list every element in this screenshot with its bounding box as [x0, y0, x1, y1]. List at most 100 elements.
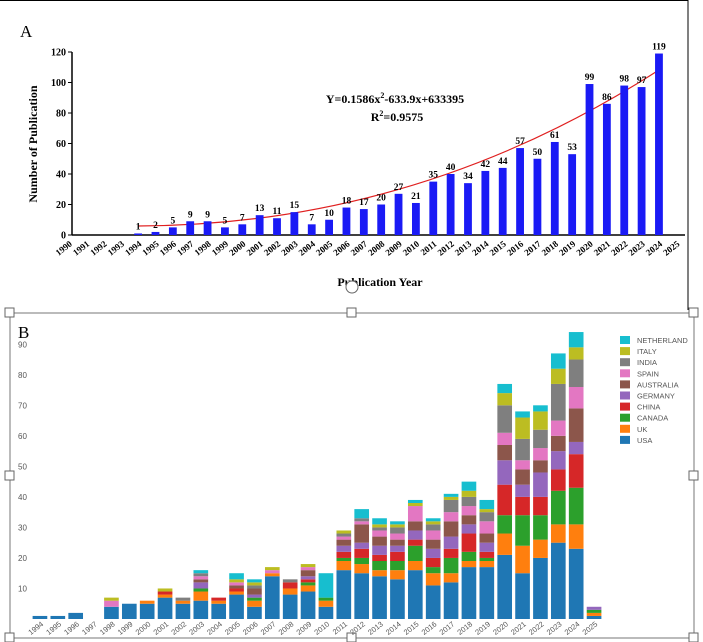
bar-segment: [104, 606, 119, 619]
bar-segment: [515, 496, 530, 516]
bar-segment: [193, 588, 209, 592]
bar-segment: [211, 600, 227, 604]
bar: [290, 212, 299, 235]
bar: [655, 53, 663, 236]
legend-label: NETHERLAND: [637, 336, 688, 345]
bar-segment: [336, 536, 352, 540]
value-label: 11: [273, 207, 282, 217]
legend-label: UK: [637, 425, 647, 434]
bar-segment: [264, 567, 280, 571]
bar-segment: [390, 527, 405, 534]
handle[interactable]: [4, 632, 15, 642]
bar: [342, 207, 351, 235]
bar-segment: [300, 585, 316, 592]
value-label: 20: [376, 194, 386, 204]
bar-segment: [479, 533, 495, 543]
value-label: 13: [255, 204, 265, 214]
legend-label: ITALY: [637, 347, 657, 356]
bar-segment: [247, 600, 262, 607]
bar-segment: [300, 582, 316, 586]
handle[interactable]: [4, 470, 15, 481]
bar-segment: [193, 579, 209, 583]
bar-segment: [479, 509, 495, 513]
bar-segment: [193, 582, 209, 589]
value-label: 35: [429, 171, 439, 181]
bar-segment: [568, 408, 584, 442]
bar-segment: [497, 405, 513, 433]
handle[interactable]: [4, 307, 15, 318]
bar-segment: [461, 496, 477, 507]
bar-segment: [193, 573, 209, 577]
value-label: 57: [515, 137, 525, 147]
x-tick-label: 1995: [140, 238, 161, 257]
x-tick-label: 2002: [262, 238, 283, 257]
bar-segment: [229, 582, 244, 586]
legend-label: CANADA: [637, 414, 668, 423]
x-tick-label: 2005: [314, 238, 335, 257]
bar-segment: [443, 512, 459, 522]
bar-segment: [443, 499, 459, 513]
bar-segment: [497, 533, 513, 555]
bar-segment: [533, 411, 548, 430]
bar-segment: [372, 527, 387, 531]
bar-segment: [175, 603, 191, 619]
bar-segment: [461, 567, 477, 619]
bar-segment: [515, 411, 530, 418]
value-label: 44: [498, 157, 508, 167]
bar: [168, 227, 177, 235]
bar-segment: [139, 603, 155, 619]
bar-segment: [157, 594, 173, 598]
value-label: 5: [223, 216, 228, 226]
bar-segment: [336, 570, 352, 619]
handle[interactable]: [346, 632, 357, 642]
r-squared: R2=0.9575: [371, 109, 424, 124]
bar-segment: [193, 591, 209, 601]
x-tick-label: 2022: [527, 619, 546, 636]
chart-a: A Number of Publication Publication Year…: [0, 0, 689, 310]
x-tick-label: 2011: [419, 238, 439, 257]
value-label: 34: [463, 172, 473, 182]
x-tick-label: 1991: [71, 238, 92, 257]
bar-segment: [497, 383, 513, 394]
bar-segment: [586, 606, 602, 610]
value-label: 99: [585, 73, 595, 83]
bar-segment: [533, 472, 548, 497]
bar-segment: [300, 570, 316, 577]
bar: [151, 231, 160, 235]
x-tick-label: 2012: [436, 238, 457, 257]
y-tick-label: 20: [18, 554, 27, 563]
rotate-handle[interactable]: [345, 280, 359, 294]
legend-swatch: [620, 358, 630, 367]
x-tick-label: 2001: [245, 238, 266, 257]
value-label: 7: [240, 213, 245, 223]
handle[interactable]: [346, 307, 357, 318]
bar-segment: [390, 533, 405, 540]
bar-segment: [175, 600, 191, 604]
x-tick-label: 2025: [661, 238, 682, 257]
equation-part: Y=0.1586x: [326, 92, 381, 106]
legend-label: SPAIN: [637, 369, 659, 378]
x-tick-label: 2018: [455, 619, 474, 636]
bar-segment: [390, 545, 405, 552]
bar-segment: [443, 536, 459, 549]
bar: [307, 224, 316, 235]
x-tick-label: 2021: [509, 619, 528, 636]
bar-segment: [211, 597, 227, 601]
bar-segment: [32, 615, 48, 619]
bar-segment: [390, 561, 405, 571]
bar-segment: [193, 570, 209, 574]
bar-segment: [229, 594, 244, 619]
handle[interactable]: [688, 470, 699, 481]
bar-segment: [515, 417, 530, 439]
resize-handles[interactable]: [4, 307, 699, 642]
bar-segment: [533, 515, 548, 540]
bar-segment: [104, 600, 119, 607]
x-tick-label: 2017: [522, 238, 543, 257]
handle[interactable]: [688, 307, 699, 318]
handle[interactable]: [688, 632, 699, 642]
x-tick-label: 1996: [62, 619, 81, 636]
bar: [203, 221, 212, 235]
legend-label: INDIA: [637, 358, 657, 367]
bar-segment: [157, 591, 173, 595]
bar-segment: [568, 332, 584, 348]
